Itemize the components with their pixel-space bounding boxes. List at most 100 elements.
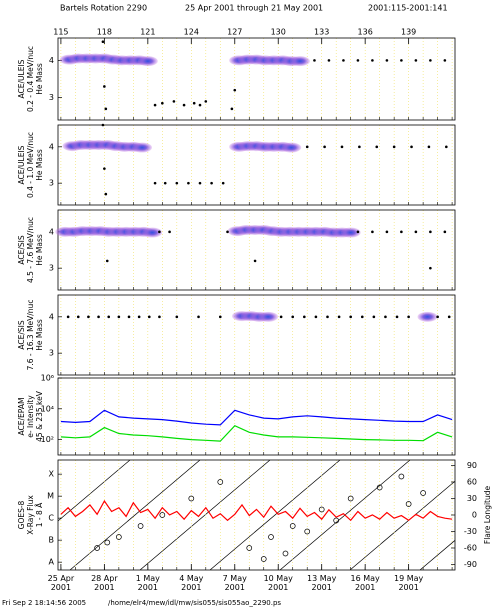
point (356, 59, 360, 62)
point (375, 145, 379, 149)
y-tick-label: 10⁶ (41, 374, 54, 383)
x-tick-label-top: 139 (401, 28, 416, 37)
flare (246, 545, 253, 551)
y-tick-label: A (49, 558, 55, 567)
x-tick-label-top: 133 (314, 28, 329, 37)
y-axis-label: ACE/ULEIS (17, 145, 26, 184)
point (101, 123, 105, 127)
y-axis-label: He Mass (35, 149, 44, 181)
x-tick-label-top: 130 (271, 28, 286, 37)
flare (318, 506, 325, 513)
panel-frame (57, 37, 456, 121)
header-doy: 2001:115-2001:141 (368, 4, 448, 13)
point (371, 59, 374, 62)
point (313, 59, 316, 62)
header-range: 25 Apr 2001 through 21 May 2001 (185, 4, 323, 13)
x-tick-label: 4 May 2001 (179, 574, 204, 592)
y-axis-label: He Mass (35, 234, 44, 266)
x-tick-label: 1 May 2001 (135, 574, 160, 592)
point (105, 259, 109, 263)
y-tick-label: M (47, 492, 54, 501)
y-axis-label: ACE/SIS (17, 320, 26, 349)
flare (159, 512, 166, 518)
density-core (132, 142, 153, 153)
rotation-track (419, 539, 455, 570)
point (198, 103, 202, 107)
point (392, 145, 396, 149)
point (221, 181, 225, 185)
point (414, 59, 418, 62)
series-line (60, 409, 453, 426)
point (198, 181, 202, 185)
flare (282, 550, 289, 557)
y-axis-label: e- Intensity (26, 395, 35, 438)
point (76, 315, 80, 319)
point (230, 107, 234, 111)
y-tick-label: 10² (41, 435, 54, 444)
flare (405, 501, 412, 507)
flare (217, 479, 224, 485)
point (104, 192, 108, 196)
point (305, 145, 309, 149)
point (384, 315, 387, 319)
y-axis-label: ACE/SIS (17, 235, 26, 264)
point (137, 315, 141, 319)
point (303, 315, 306, 319)
point (153, 103, 157, 107)
point (291, 315, 295, 319)
point (253, 259, 257, 263)
y-tick-label: 10⁴ (41, 404, 54, 413)
y-axis-label: GOES-8 (17, 500, 26, 529)
point (163, 181, 167, 185)
footer-date: Fri Sep 2 18:14:56 2005 (2, 599, 86, 607)
point (66, 315, 70, 319)
y2-axis-label: Flare Longitude (483, 486, 492, 545)
y-tick-label: 4 (49, 312, 54, 321)
density-core (258, 311, 279, 322)
y-axis-label: 4.5 - 7.6 MeV/nuc (26, 217, 35, 283)
x-tick-label-top: 118 (97, 28, 112, 37)
flare (304, 528, 311, 535)
point (443, 59, 447, 62)
series-line (60, 424, 453, 442)
footer-file: /home/elr4/mew/idl/mw/sis055/sis055ao_22… (108, 599, 281, 607)
point (342, 59, 345, 62)
point (175, 315, 179, 319)
density-core (137, 56, 158, 67)
point (97, 315, 100, 319)
x-tick-label-top: 136 (358, 28, 373, 37)
y-axis-label: X-Ray Flux (26, 495, 35, 535)
point (427, 145, 431, 149)
y2-tick-label: 0 (472, 511, 477, 520)
flare (260, 556, 267, 562)
point (410, 145, 413, 149)
density-core (417, 311, 438, 322)
flare (347, 495, 354, 502)
rotation-track (139, 460, 271, 570)
point (279, 315, 283, 319)
y-tick-label: 3 (49, 264, 54, 273)
flare (420, 490, 426, 496)
point (395, 315, 399, 319)
y-tick-label: 3 (49, 93, 54, 102)
point (117, 315, 121, 319)
y-axis-label: 0.2 - 0.4 MeV/nuc (26, 46, 35, 112)
point (87, 315, 90, 319)
y-tick-label: 4 (49, 227, 54, 236)
x-tick-label-top: 127 (227, 28, 242, 37)
point (103, 167, 106, 170)
panel-frame (57, 294, 456, 376)
point (153, 181, 157, 185)
point (192, 101, 196, 105)
panel-frame (57, 209, 456, 291)
flare (94, 545, 100, 551)
point (323, 145, 326, 149)
point (445, 145, 448, 149)
y-axis-label: 45 & 235 keV (35, 390, 44, 442)
x-tick-label-top: 124 (184, 28, 199, 37)
x-tick-label: 16 May 2001 (350, 574, 380, 592)
y-tick-label: 4 (49, 142, 54, 151)
point (314, 315, 318, 319)
point (327, 59, 331, 62)
rotation-track (58, 460, 131, 522)
